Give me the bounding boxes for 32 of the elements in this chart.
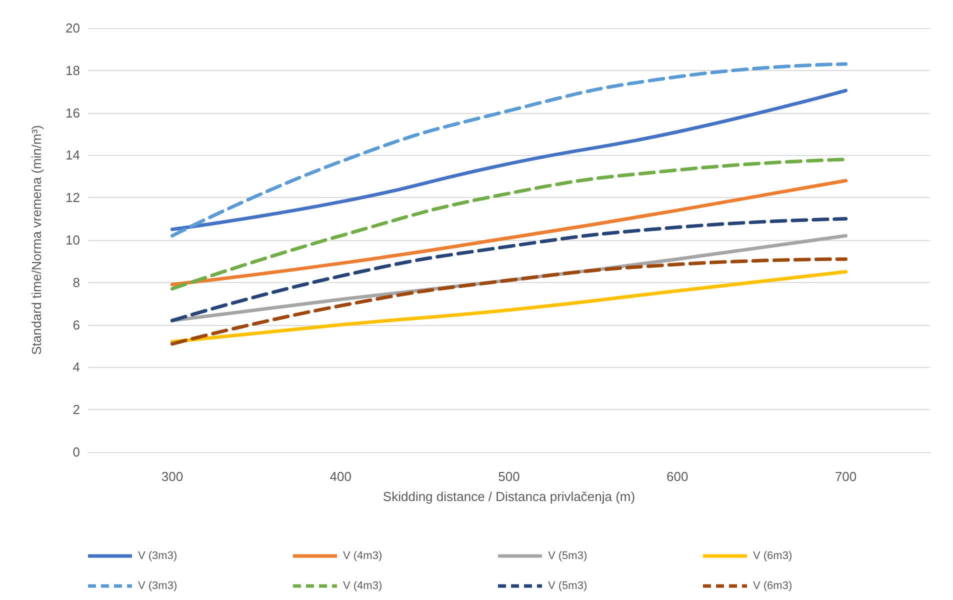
y-tick-label: 20 <box>66 20 80 36</box>
y-tick-label: 10 <box>66 232 80 248</box>
y-tick-label: 14 <box>66 148 80 163</box>
y-tick-label: 0 <box>72 444 80 460</box>
y-axis-title: Standard time/Norma vremena (min/m³) <box>29 125 44 355</box>
y-tick-label: 8 <box>72 274 80 290</box>
legend-label: V (3m3) <box>138 550 178 562</box>
x-tick-label: 500 <box>498 469 520 484</box>
line-series <box>170 62 848 238</box>
legend-label: V (6m3) <box>753 580 792 592</box>
x-tick-label: 700 <box>834 469 857 484</box>
y-tick-label: 18 <box>66 62 80 78</box>
y-tick-label: 16 <box>66 105 80 120</box>
x-tick-label: 600 <box>666 469 688 484</box>
legend-label: V (3m3) <box>138 580 178 592</box>
legend-label: V (5m3) <box>548 580 588 592</box>
legend-label: V (5m3) <box>548 550 588 562</box>
line-series <box>170 257 848 346</box>
y-tick-label: 6 <box>72 317 80 332</box>
x-tick-label: 400 <box>330 469 352 484</box>
x-axis-title: Skidding distance / Distanca privlačenja (m) <box>382 489 636 504</box>
legend-label: V (4m3) <box>343 580 382 592</box>
y-tick-label: 4 <box>72 360 80 375</box>
line-series <box>170 217 848 322</box>
x-tick-label: 300 <box>161 469 184 484</box>
line-series <box>170 178 848 286</box>
line-series <box>170 270 848 344</box>
line-series <box>170 88 848 232</box>
y-tick-label: 12 <box>66 190 80 206</box>
legend-label: V (6m3) <box>753 550 792 562</box>
y-tick-label: 2 <box>72 402 80 418</box>
legend-label: V (4m3) <box>343 550 382 562</box>
